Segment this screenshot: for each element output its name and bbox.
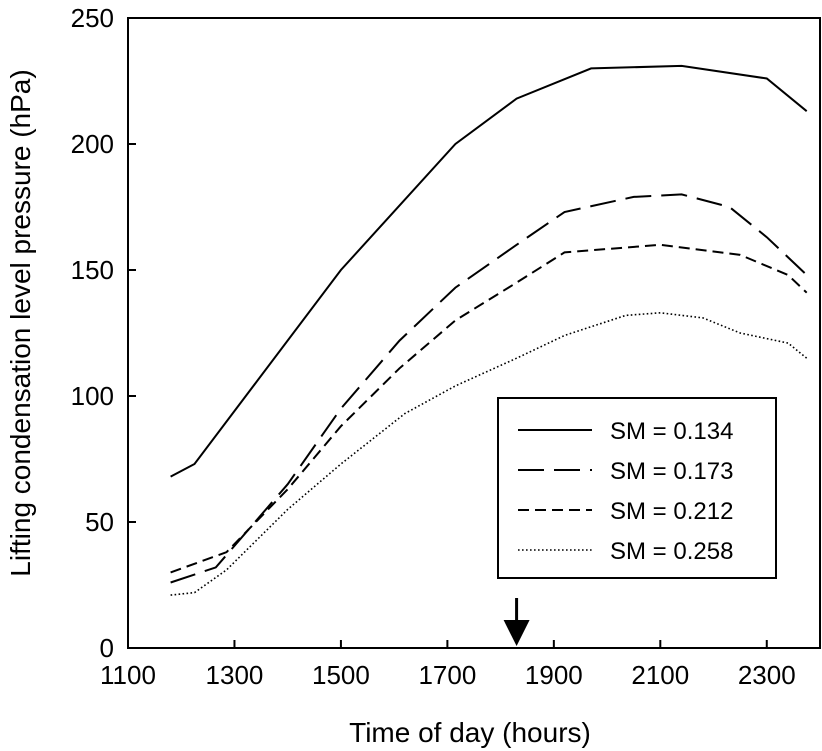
legend-label-3: SM = 0.212: [610, 498, 733, 525]
x-axis-ticks: 1100 1300 1500 1700 1900 2100 2300: [100, 640, 796, 690]
time-marker-arrow: [503, 598, 530, 646]
x-tick-label: 2100: [631, 660, 689, 690]
y-tick-label: 100: [71, 381, 114, 411]
legend: SM = 0.134 SM = 0.173 SM = 0.212 SM = 0.258: [497, 397, 777, 579]
plot-area-border: [127, 17, 821, 649]
y-tick-label: 250: [71, 3, 114, 33]
legend-label-2: SM = 0.173: [610, 458, 733, 485]
y-tick-label: 150: [71, 255, 114, 285]
series-line-3: [170, 243, 808, 574]
series-line-2: [170, 193, 808, 584]
x-axis-title: Time of day (hours): [349, 717, 591, 748]
y-axis-title: Lifting condensation level pressure (hPa…: [5, 69, 36, 576]
series-line-4: [170, 311, 808, 596]
x-tick-label: 1500: [312, 660, 370, 690]
x-tick-label: 2300: [738, 660, 796, 690]
y-tick-label: 0: [100, 633, 114, 663]
y-axis-ticks: 0 50 100 150 200 250: [71, 3, 136, 663]
x-tick-label: 1100: [100, 660, 156, 690]
series-line-1: [170, 64, 808, 478]
y-tick-label: 200: [71, 129, 114, 159]
y-tick-label: 50: [85, 507, 114, 537]
x-tick-label: 1900: [525, 660, 583, 690]
legend-label-1: SM = 0.134: [610, 418, 733, 445]
legend-label-4: SM = 0.258: [610, 538, 733, 565]
x-tick-label: 1300: [206, 660, 264, 690]
legend-box: [497, 397, 777, 579]
series-lines: [170, 64, 808, 596]
plot-frame: [127, 17, 821, 649]
x-tick-label: 1700: [418, 660, 476, 690]
arrow-head: [503, 620, 530, 646]
